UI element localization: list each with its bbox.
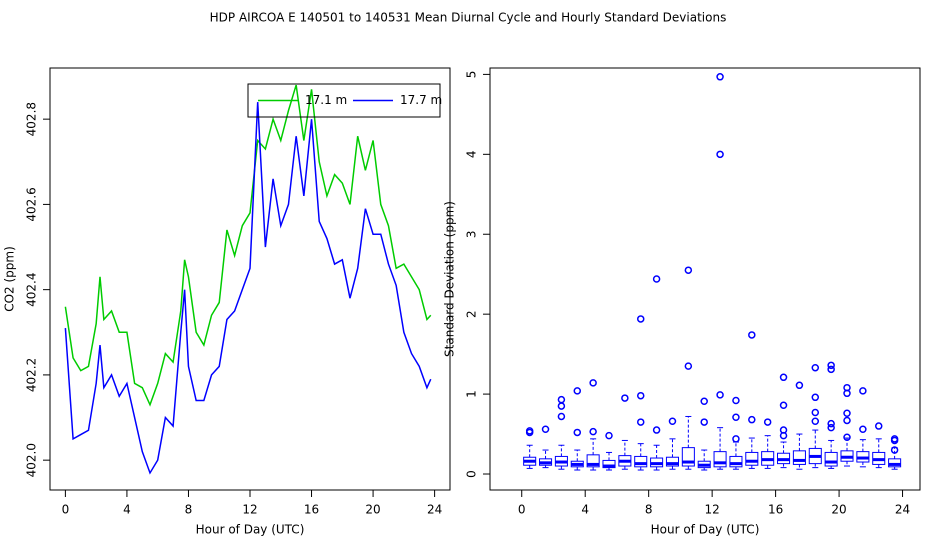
outlier bbox=[827, 419, 835, 428]
line-series bbox=[64, 84, 432, 407]
outlier bbox=[605, 431, 613, 440]
y-tick-label: 3 bbox=[465, 230, 479, 238]
y-axis-label: CO2 (ppm) bbox=[3, 246, 17, 312]
plot-frame bbox=[49, 67, 451, 491]
outlier bbox=[573, 387, 582, 395]
y-tick-label: 402.8 bbox=[25, 102, 39, 136]
outlier bbox=[557, 395, 566, 404]
y-axis-label: Standard Deviation (ppm) bbox=[443, 201, 457, 357]
y-tick-label: 0 bbox=[465, 470, 479, 478]
x-tick-label: 20 bbox=[831, 503, 846, 517]
box bbox=[586, 454, 600, 468]
outlier bbox=[779, 431, 788, 440]
y-tick-label: 2 bbox=[465, 310, 479, 318]
legend-box bbox=[247, 83, 441, 118]
outlier bbox=[779, 373, 788, 382]
box bbox=[745, 451, 759, 466]
outlier bbox=[636, 391, 645, 400]
page-title: HDP AIRCOA E 140501 to 140531 Mean Diurn… bbox=[210, 11, 727, 25]
x-tick-label: 24 bbox=[895, 503, 910, 517]
plot-frame bbox=[489, 67, 921, 491]
outlier bbox=[859, 387, 867, 395]
outlier bbox=[700, 418, 708, 426]
x-axis-label: Hour of Day (UTC) bbox=[651, 523, 760, 537]
x-tick-label: 16 bbox=[304, 503, 319, 517]
y-tick-label: 402.2 bbox=[25, 358, 39, 392]
y-tick-label: 5 bbox=[465, 71, 479, 79]
outlier bbox=[779, 401, 788, 410]
x-tick-label: 16 bbox=[768, 503, 783, 517]
outlier bbox=[621, 394, 629, 402]
outlier bbox=[843, 389, 851, 398]
outlier bbox=[573, 428, 582, 437]
outlier bbox=[859, 425, 867, 434]
box bbox=[792, 450, 806, 465]
legend-label: 17.1 m bbox=[305, 93, 347, 107]
outlier bbox=[890, 436, 899, 445]
outlier bbox=[589, 427, 597, 436]
x-tick-label: 0 bbox=[518, 503, 526, 517]
box bbox=[665, 456, 680, 467]
outlier bbox=[763, 418, 772, 426]
outlier bbox=[700, 397, 708, 406]
outlier bbox=[652, 426, 661, 434]
box bbox=[729, 455, 743, 468]
outlier bbox=[748, 415, 756, 424]
outlier bbox=[811, 417, 820, 426]
outlier bbox=[636, 418, 645, 426]
x-tick-label: 12 bbox=[242, 503, 257, 517]
outlier bbox=[541, 425, 550, 434]
x-tick-label: 24 bbox=[427, 503, 442, 517]
box bbox=[824, 451, 838, 467]
outlier bbox=[652, 275, 661, 283]
outlier bbox=[732, 435, 740, 443]
outlier bbox=[811, 408, 820, 417]
x-tick-label: 8 bbox=[645, 503, 653, 517]
x-tick-label: 12 bbox=[704, 503, 719, 517]
outlier bbox=[843, 409, 851, 418]
outlier bbox=[668, 417, 677, 426]
y-tick-label: 402.6 bbox=[25, 187, 39, 221]
legend-label: 17.7 m bbox=[400, 93, 442, 107]
outlier bbox=[684, 362, 693, 370]
outlier bbox=[811, 363, 820, 372]
outlier bbox=[716, 150, 724, 159]
y-tick-label: 1 bbox=[465, 390, 479, 398]
x-axis-label: Hour of Day (UTC) bbox=[196, 523, 305, 537]
outlier bbox=[525, 427, 534, 435]
outlier bbox=[732, 396, 740, 405]
outlier bbox=[843, 433, 851, 441]
outlier bbox=[795, 381, 804, 390]
line-series bbox=[64, 102, 432, 475]
box bbox=[713, 451, 727, 468]
x-tick-label: 0 bbox=[62, 503, 70, 517]
x-tick-label: 20 bbox=[365, 503, 380, 517]
outlier bbox=[557, 412, 566, 421]
x-tick-label: 4 bbox=[581, 503, 589, 517]
x-tick-label: 4 bbox=[123, 503, 131, 517]
outlier bbox=[684, 266, 693, 274]
outlier bbox=[811, 393, 820, 402]
x-tick-label: 8 bbox=[185, 503, 193, 517]
outlier bbox=[890, 446, 899, 454]
y-tick-label: 402.0 bbox=[25, 443, 39, 477]
outlier bbox=[874, 422, 883, 430]
outlier bbox=[732, 413, 740, 422]
outlier bbox=[827, 423, 835, 432]
outlier bbox=[716, 73, 724, 81]
y-tick-label: 402.4 bbox=[25, 272, 39, 306]
outlier bbox=[636, 315, 645, 323]
outlier bbox=[557, 402, 566, 410]
box bbox=[888, 458, 902, 468]
outlier bbox=[748, 331, 756, 339]
outlier bbox=[827, 361, 835, 370]
outlier bbox=[716, 391, 724, 399]
box bbox=[634, 455, 648, 468]
y-tick-label: 4 bbox=[465, 150, 479, 158]
box bbox=[602, 459, 616, 469]
outlier bbox=[589, 379, 597, 387]
outlier bbox=[843, 416, 851, 425]
outlier bbox=[827, 365, 835, 374]
